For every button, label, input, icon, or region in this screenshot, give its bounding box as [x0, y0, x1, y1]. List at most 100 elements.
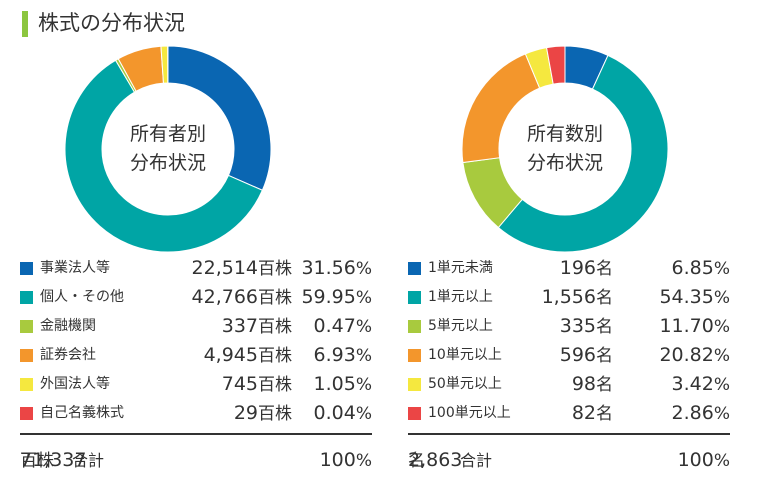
- holding-legend-swatch: [408, 407, 421, 420]
- owner-legend-label: 金融機関: [40, 318, 96, 334]
- owner-center-line-1: 所有者別: [129, 123, 206, 145]
- owner-legend-row: 外国法人等 745 百株 1.05%: [20, 370, 372, 399]
- owner-slice-2: [64, 59, 264, 253]
- holding-legend-amount: 1,556: [541, 286, 596, 308]
- owner-legend-pct-value: 59.95: [301, 286, 356, 308]
- owner-legend-unit: 百株: [258, 375, 292, 395]
- holding-legend-amount: 596: [559, 344, 596, 366]
- holding-legend-pct-symbol: %: [713, 317, 730, 337]
- holding-legend-amount: 82: [571, 402, 596, 424]
- owner-legend-pct: 0.04%: [314, 399, 372, 429]
- holding-legend-pct-value: 2.86: [671, 402, 714, 424]
- owner-legend-unit: 百株: [258, 288, 292, 308]
- holding-legend-pct-value: 11.70: [659, 315, 714, 337]
- holding-total-unit: 名: [408, 451, 425, 471]
- owner-legend-row: 事業法人等 22,514 百株 31.56%: [20, 254, 372, 283]
- holding-total-label: 合計: [460, 451, 493, 470]
- owner-donut-chart: 所有者別 分布状況: [63, 44, 273, 254]
- holding-legend-label: 1単元以上: [428, 289, 493, 305]
- owner-legend-row: 金融機関 337 百株 0.47%: [20, 312, 372, 341]
- holding-legend-row: 1単元以上 1,556 名 54.35%: [408, 283, 730, 312]
- owner-legend-row: 自己名義株式 29 百株 0.04%: [20, 399, 372, 428]
- owner-legend-unit: 百株: [258, 259, 292, 279]
- owner-legend-row: 個人・その他 42,766 百株 59.95%: [20, 283, 372, 312]
- holding-legend-pct-symbol: %: [713, 259, 730, 279]
- holding-legend-unit: 名: [596, 375, 613, 395]
- holding-legend-row: 10単元以上 596 名 20.82%: [408, 341, 730, 370]
- holding-legend-unit: 名: [596, 346, 613, 366]
- owner-legend-label: 証券会社: [40, 347, 96, 363]
- owner-legend-amount: 4,945: [203, 344, 258, 366]
- holding-total-pct-value: 100: [677, 449, 714, 471]
- holding-legend-pct: 3.42%: [672, 370, 730, 400]
- holding-legend-row: 50単元以上 98 名 3.42%: [408, 370, 730, 399]
- holding-legend-swatch: [408, 320, 421, 333]
- holding-total-pct: 100%: [678, 446, 730, 476]
- owner-total-pct: 100%: [320, 446, 372, 476]
- owner-legend-pct-value: 0.47: [313, 315, 356, 337]
- owner-legend-label: 外国法人等: [40, 376, 110, 392]
- owner-legend-swatch: [20, 407, 33, 420]
- owner-total-label: 合計: [72, 451, 105, 470]
- title-accent-bar: [22, 11, 28, 37]
- holding-legend-row: 1単元未満 196 名 6.85%: [408, 254, 730, 283]
- holding-legend-swatch: [408, 378, 421, 391]
- holding-total-row: 合計 2,863 名 100%: [408, 446, 730, 475]
- owner-slice-1: [167, 45, 272, 191]
- owner-total-row: 合計 71,337 百株 100%: [20, 446, 372, 475]
- owner-total-pct-value: 100: [319, 449, 356, 471]
- owner-legend-row: 証券会社 4,945 百株 6.93%: [20, 341, 372, 370]
- holding-legend-swatch: [408, 291, 421, 304]
- owner-legend-amount: 745: [221, 373, 258, 395]
- owner-legend-pct-symbol: %: [355, 404, 372, 424]
- owner-legend-unit: 百株: [258, 404, 292, 424]
- holding-legend-unit: 名: [596, 404, 613, 424]
- holding-legend-row: 5単元以上 335 名 11.70%: [408, 312, 730, 341]
- owner-legend-label: 自己名義株式: [40, 405, 124, 421]
- owner-legend-pct-symbol: %: [355, 259, 372, 279]
- holding-legend-pct-value: 6.85: [671, 257, 714, 279]
- holding-slice-6: [546, 45, 566, 85]
- owner-legend-pct: 0.47%: [314, 312, 372, 342]
- owner-legend-unit: 百株: [258, 346, 292, 366]
- owner-legend-amount: 29: [233, 402, 258, 424]
- owner-legend-amount: 22,514: [191, 257, 258, 279]
- owner-legend-swatch: [20, 378, 33, 391]
- owner-legend-pct-value: 1.05: [313, 373, 356, 395]
- holding-legend-label: 10単元以上: [428, 347, 502, 363]
- page-title: 株式の分布状況: [38, 11, 185, 35]
- holding-legend-swatch: [408, 349, 421, 362]
- owner-legend-amount: 42,766: [191, 286, 258, 308]
- holding-legend-pct-symbol: %: [713, 404, 730, 424]
- owner-total-unit: 百株: [20, 451, 54, 471]
- owner-legend-pct: 6.93%: [314, 341, 372, 371]
- owner-legend-label: 個人・その他: [40, 289, 124, 305]
- owner-legend-pct-value: 31.56: [301, 257, 356, 279]
- holding-total-divider: [408, 433, 730, 435]
- holding-legend-amount: 335: [559, 315, 596, 337]
- holding-legend-pct: 11.70%: [659, 312, 730, 342]
- holding-legend-amount: 196: [559, 257, 596, 279]
- holding-total-amount: 2,863: [408, 449, 463, 471]
- holding-center-line-1: 所有数別: [526, 123, 603, 145]
- holding-legend-pct: 54.35%: [659, 283, 730, 313]
- holding-legend-pct: 6.85%: [672, 254, 730, 284]
- holding-slice-2: [497, 54, 669, 253]
- owner-legend-swatch: [20, 291, 33, 304]
- owner-legend-amount: 337: [221, 315, 258, 337]
- holding-legend-pct: 20.82%: [659, 341, 730, 371]
- owner-donut-svg: [64, 45, 272, 253]
- owner-legend-pct-value: 0.04: [313, 402, 356, 424]
- owner-legend-label: 事業法人等: [40, 260, 110, 276]
- holding-legend-pct-symbol: %: [713, 288, 730, 308]
- owner-legend-pct: 59.95%: [301, 283, 372, 313]
- owner-legend-unit: 百株: [258, 317, 292, 337]
- holding-legend-label: 1単元未満: [428, 260, 493, 276]
- owner-donut-center-label: 所有者別 分布状況: [63, 44, 273, 254]
- holding-legend-unit: 名: [596, 288, 613, 308]
- owner-total-amount: 71,337: [20, 449, 87, 471]
- holding-legend-pct-value: 54.35: [659, 286, 714, 308]
- holding-legend-amount: 98: [571, 373, 596, 395]
- owner-legend-pct-symbol: %: [355, 375, 372, 395]
- owner-legend-swatch: [20, 262, 33, 275]
